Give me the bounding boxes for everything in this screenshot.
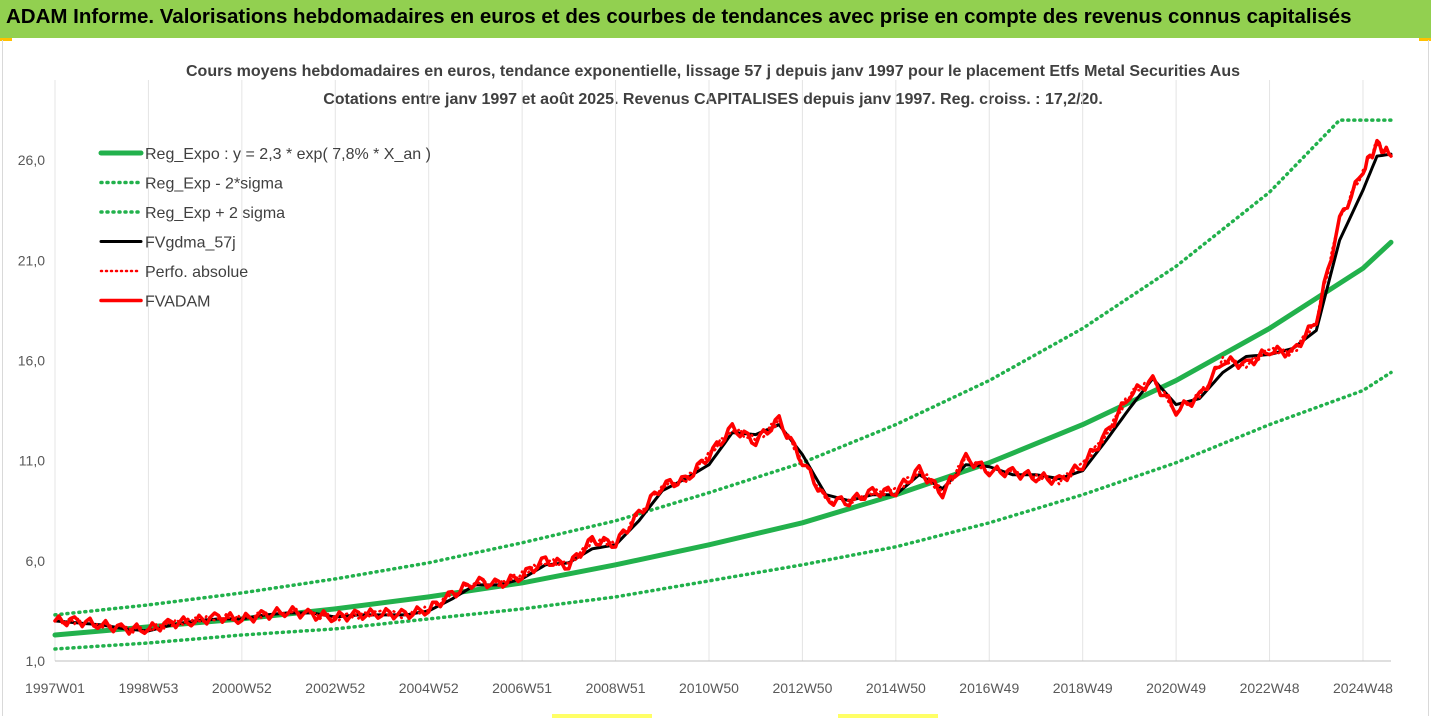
y-tick-label: 1,0 [26, 653, 46, 669]
chart-title: Cours moyens hebdomadaires en euros, ten… [186, 63, 1240, 80]
smoothed-line [53, 152, 1393, 633]
grid-layer [54, 80, 1364, 661]
x-tick-label: 2006W51 [492, 680, 552, 696]
x-tick-label: 1997W01 [25, 680, 85, 696]
legend-label: Reg_Exp + 2 sigma [145, 205, 285, 222]
series-layer [52, 118, 1394, 651]
legend-label: FVgdma_57j [145, 235, 236, 252]
lower-band-line [53, 370, 1393, 651]
chart-subtitle: Cotations entre janv 1997 et août 2025. … [323, 91, 1103, 108]
x-tick-label: 2010W50 [679, 680, 739, 696]
legend-label: Reg_Expo : y = 2,3 * exp( 7,8% * X_an ) [145, 146, 431, 163]
legend: Reg_Expo : y = 2,3 * exp( 7,8% * X_an ) R… [98, 146, 431, 311]
y-axis: 1,0 6,0 11,0 16,0 21,0 26,0 [18, 152, 45, 669]
corner-mark-right [1419, 38, 1431, 41]
x-tick-label: 2022W48 [1240, 680, 1300, 696]
legend-label: Reg_Exp - 2*sigma [145, 176, 283, 193]
upper-band-line [53, 118, 1393, 617]
banner: ADAM Informe. Valorisations hebdomadaire… [0, 0, 1431, 38]
corner-mark-left [0, 38, 12, 41]
x-tick-label: 2002W52 [305, 680, 365, 696]
x-tick-label: 2008W51 [586, 680, 646, 696]
y-tick-label: 11,0 [19, 453, 45, 469]
x-tick-label: 2020W49 [1146, 680, 1206, 696]
x-tick-label: 2000W52 [212, 680, 272, 696]
banner-title: ADAM Informe. Valorisations hebdomadaire… [6, 5, 1352, 28]
chart-frame: Cours moyens hebdomadaires en euros, ten… [2, 40, 1429, 716]
y-tick-label: 21,0 [18, 252, 45, 268]
fvadam-line [53, 138, 1393, 636]
footer-mark-right [838, 714, 938, 718]
chart: Cours moyens hebdomadaires en euros, ten… [18, 63, 1394, 696]
x-tick-label: 2018W49 [1053, 680, 1113, 696]
y-tick-label: 16,0 [18, 352, 45, 368]
footer-mark-left [552, 714, 652, 718]
legend-label: FVADAM [145, 294, 210, 311]
x-tick-label: 2004W52 [399, 680, 459, 696]
x-tick-label: 2014W50 [866, 680, 926, 696]
x-tick-label: 1998W53 [118, 680, 178, 696]
y-tick-label: 26,0 [18, 152, 45, 168]
x-tick-label: 2012W50 [772, 680, 832, 696]
x-axis: 1997W01 1998W53 2000W52 2002W52 2004W52 2006W… [25, 660, 1393, 696]
y-tick-label: 6,0 [26, 553, 46, 569]
legend-label: Perfo. absolue [145, 264, 248, 281]
x-tick-label: 2016W49 [959, 680, 1019, 696]
x-tick-label: 2024W48 [1333, 680, 1393, 696]
